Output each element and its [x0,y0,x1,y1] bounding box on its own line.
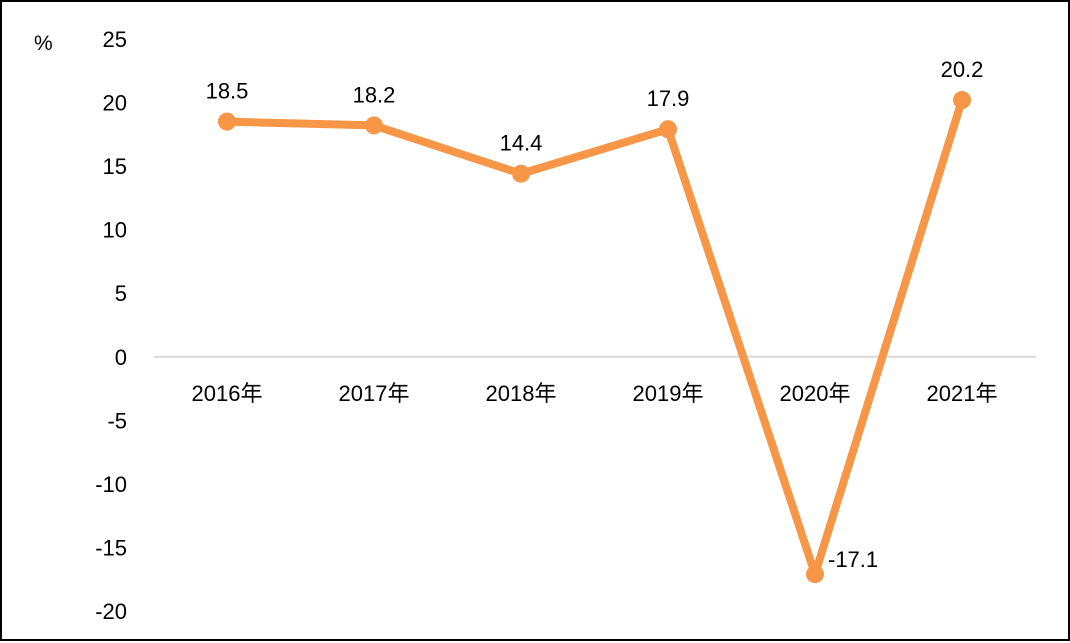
data-label: 14.4 [500,131,543,156]
x-category-label: 2019年 [633,381,704,406]
y-axis-ticks: 25 20 15 10 5 0 -5 -10 -15 -20 [95,27,127,624]
x-axis-categories: 2016年 2017年 2018年 2019年 2020年 2021年 [192,381,998,406]
data-label: 18.2 [353,82,396,107]
data-label: 20.2 [941,57,984,82]
x-category-label: 2016年 [192,381,263,406]
x-category-label: 2021年 [927,381,998,406]
y-tick-label: 15 [103,154,127,179]
y-tick-label: 25 [103,27,127,52]
y-tick-label: -5 [107,408,127,433]
y-tick-label: 10 [103,218,127,243]
data-points [218,91,971,584]
data-point [659,120,677,139]
data-label: 18.5 [206,79,249,104]
data-label: 17.9 [647,86,690,111]
x-category-label: 2020年 [780,381,851,406]
y-tick-label: -15 [95,535,127,560]
data-point [953,91,971,110]
y-tick-label: -10 [95,472,127,497]
data-point [512,164,530,183]
data-label: -17.1 [828,547,878,572]
series-line [223,96,966,579]
data-point [218,112,236,131]
data-point [365,116,383,135]
x-category-label: 2018年 [486,381,557,406]
data-labels: 18.5 18.2 14.4 17.9 -17.1 20.2 [206,57,984,572]
x-category-label: 2017年 [339,381,410,406]
y-tick-label: 20 [103,91,127,116]
y-tick-label: -20 [95,599,127,624]
y-tick-label: 5 [115,281,127,306]
y-axis-unit-label: % [34,32,53,55]
data-point [806,565,824,584]
y-tick-label: 0 [115,345,127,370]
